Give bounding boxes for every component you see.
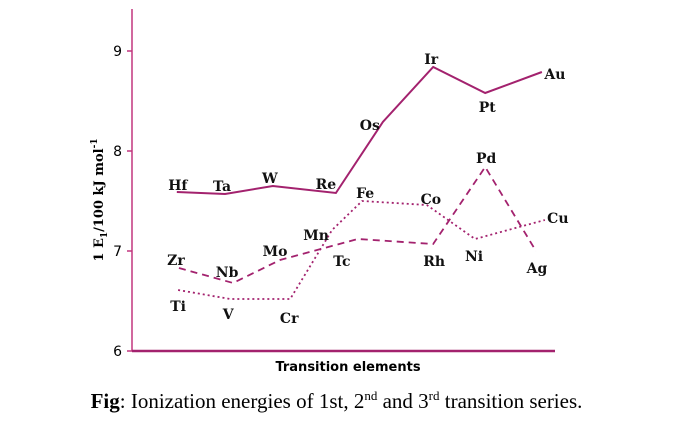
data-label-ti: Ti (170, 299, 186, 315)
y-axis-label: 1 E1/100 kJ mol-1 (90, 138, 110, 261)
data-label-nb: Nb (216, 265, 239, 281)
figure-caption: Fig: Ionization energies of 1st, 2nd and… (90, 388, 583, 413)
y-tick-label: 9 (113, 44, 122, 60)
data-label-ir: Ir (424, 52, 439, 68)
data-label-zr: Zr (167, 253, 185, 269)
data-label-au: Au (543, 67, 565, 83)
data-label-pd: Pd (476, 151, 497, 167)
data-label-ni: Ni (465, 249, 483, 265)
data-label-mo: Mo (263, 244, 288, 260)
data-label-cu: Cu (547, 211, 568, 227)
series-line-3 (176, 65, 543, 196)
data-label-ag: Ag (526, 261, 548, 277)
y-tick-label: 7 (113, 244, 122, 260)
y-tick-label: 8 (113, 144, 122, 160)
data-label-hf: Hf (168, 178, 188, 194)
data-label-co: Co (421, 192, 441, 208)
data-label-tc: Tc (333, 254, 350, 270)
y-tick-label: 6 (113, 344, 122, 360)
data-label-cr: Cr (280, 311, 299, 327)
data-label-rh: Rh (423, 254, 445, 270)
data-label-fe: Fe (356, 186, 374, 202)
data-label-os: Os (360, 118, 380, 134)
data-label-pt: Pt (479, 100, 497, 116)
ionization-energy-chart: 6 7 8 9 Ti V Cr Mn Fe Co Ni Cu Zr Nb Mo Tc Rh Pd Ag Hf Ta W R… (90, 9, 569, 375)
x-axis-label: Transition elements (275, 360, 420, 375)
data-label-ta: Ta (213, 179, 231, 195)
data-label-re: Re (316, 177, 337, 193)
data-label-v: V (222, 307, 235, 323)
series-line-1 (177, 200, 546, 300)
data-label-w: W (261, 171, 278, 187)
data-label-mn: Mn (303, 228, 329, 244)
